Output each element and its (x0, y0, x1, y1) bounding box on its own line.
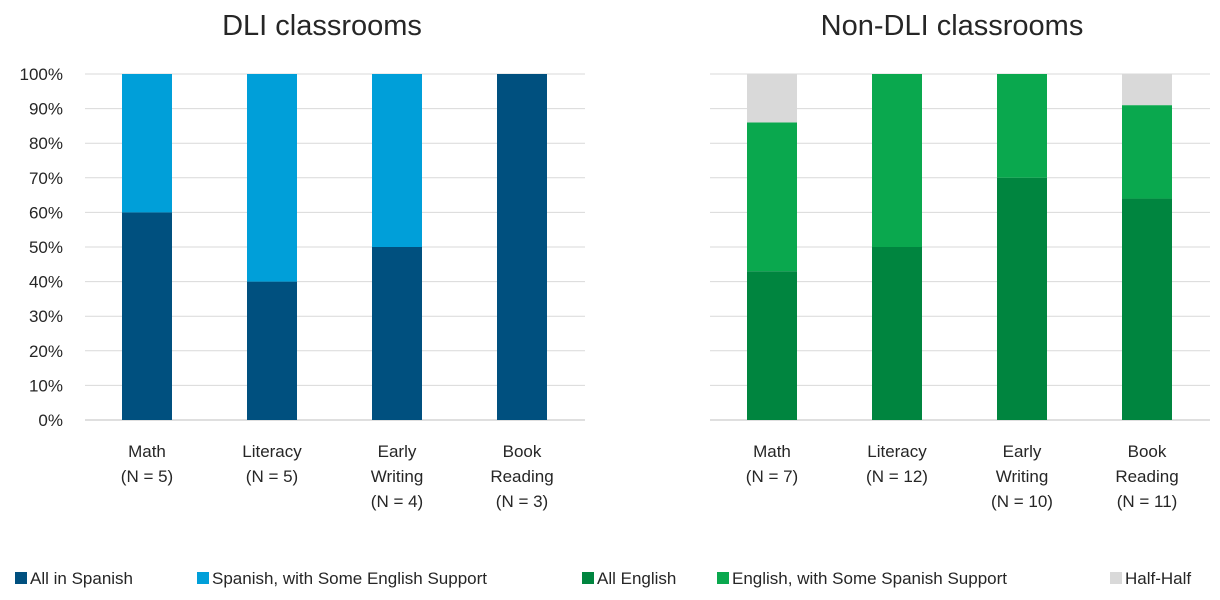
x-category-label: Early (378, 442, 417, 461)
y-tick-label: 70% (29, 169, 63, 188)
bar-segment (1122, 74, 1172, 106)
x-category-label: Book (1128, 442, 1167, 461)
bar-segment (997, 74, 1047, 178)
bar-segment (872, 247, 922, 420)
x-category-label: (N = 5) (121, 467, 173, 486)
y-tick-label: 20% (29, 342, 63, 361)
bar-segment (997, 177, 1047, 420)
legend-label: Spanish, with Some English Support (212, 569, 487, 588)
bar-segment (1122, 198, 1172, 420)
y-tick-label: 80% (29, 134, 63, 153)
x-category-label: Early (1003, 442, 1042, 461)
legend-label: English, with Some Spanish Support (732, 569, 1007, 588)
legend-swatch (197, 572, 209, 584)
bar-segment (747, 122, 797, 272)
bar-segment (247, 281, 297, 420)
x-category-label: Reading (1115, 467, 1178, 486)
x-category-label: (N = 12) (866, 467, 928, 486)
legend-swatch (15, 572, 27, 584)
bar-segment (872, 74, 922, 247)
bar-segment (372, 247, 422, 420)
legend-label: All English (597, 569, 676, 588)
legend-label: Half-Half (1125, 569, 1191, 588)
x-category-label: Book (503, 442, 542, 461)
legend-swatch (1110, 572, 1122, 584)
x-category-label: Math (128, 442, 166, 461)
x-category-label: Literacy (867, 442, 927, 461)
legend-swatch (582, 572, 594, 584)
bar-segment (747, 271, 797, 420)
x-category-label: Math (753, 442, 791, 461)
x-category-label: Writing (996, 467, 1049, 486)
x-category-label: (N = 11) (1117, 492, 1178, 511)
x-category-label: Literacy (242, 442, 302, 461)
bar-segment (122, 212, 172, 420)
y-tick-label: 0% (38, 411, 63, 430)
bar-segment (1122, 105, 1172, 199)
bar-segment (247, 74, 297, 282)
x-category-label: Writing (371, 467, 424, 486)
y-tick-label: 30% (29, 307, 63, 326)
y-tick-label: 10% (29, 376, 63, 395)
panel-title: Non-DLI classrooms (821, 10, 1084, 42)
x-category-label: (N = 7) (746, 467, 798, 486)
y-tick-label: 100% (20, 65, 63, 84)
x-category-label: Reading (490, 467, 553, 486)
x-category-label: (N = 3) (496, 492, 548, 511)
panel-title: DLI classrooms (222, 10, 422, 42)
x-category-label: (N = 10) (991, 492, 1053, 511)
bar-segment (497, 74, 547, 420)
legend-label: All in Spanish (30, 569, 133, 588)
y-tick-label: 90% (29, 100, 63, 119)
bar-segment (372, 74, 422, 247)
y-tick-label: 50% (29, 238, 63, 257)
y-tick-label: 60% (29, 203, 63, 222)
legend-swatch (717, 572, 729, 584)
x-category-label: (N = 4) (371, 492, 423, 511)
bar-segment (122, 74, 172, 213)
bar-segment (747, 74, 797, 123)
x-category-label: (N = 5) (246, 467, 298, 486)
y-tick-label: 40% (29, 273, 63, 292)
